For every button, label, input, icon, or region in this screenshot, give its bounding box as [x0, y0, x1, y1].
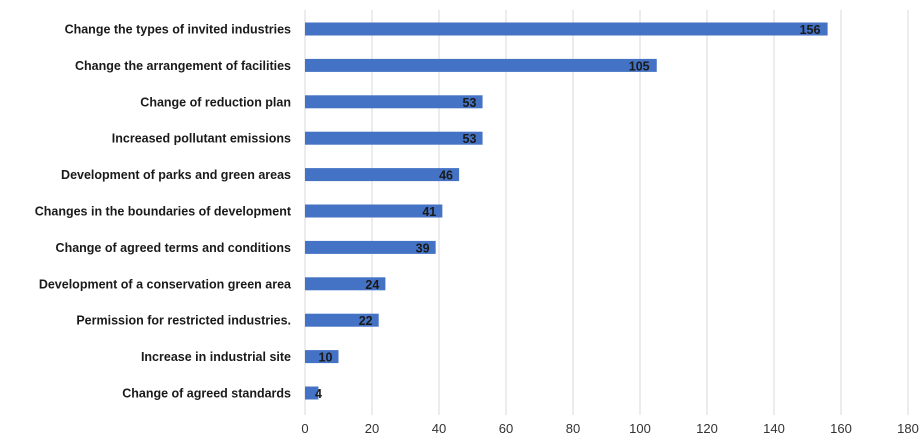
- category-labels: Change the types of invited industries Ch…: [35, 23, 292, 401]
- x-tick-label: 160: [830, 421, 852, 436]
- x-tick-label: 120: [696, 421, 718, 436]
- bar: [305, 204, 443, 218]
- data-label: 41: [422, 205, 436, 219]
- bar: [305, 131, 483, 145]
- category-label: Permission for restricted industries.: [76, 314, 291, 328]
- data-label: 10: [319, 351, 333, 365]
- bar: [305, 313, 379, 327]
- category-label: Change of reduction plan: [140, 95, 291, 109]
- bars: [305, 22, 828, 400]
- bar: [305, 386, 319, 400]
- x-tick-label: 100: [629, 421, 651, 436]
- category-label: Development of a conservation green area: [39, 277, 292, 291]
- category-label: Changes in the boundaries of development: [35, 205, 292, 219]
- data-labels: 156 105 53 53 46 41 39 24 22 10 4: [315, 23, 821, 401]
- bar: [305, 277, 386, 291]
- data-label: 24: [365, 278, 379, 292]
- bar: [305, 350, 339, 364]
- data-label: 39: [416, 241, 430, 255]
- bar: [305, 168, 460, 182]
- data-label: 46: [439, 169, 453, 183]
- x-tick-label: 60: [499, 421, 513, 436]
- category-label: Increase in industrial site: [141, 350, 291, 364]
- data-label: 4: [315, 387, 322, 401]
- category-label: Change of agreed standards: [122, 387, 291, 401]
- data-label: 156: [800, 23, 821, 37]
- x-tick-label: 40: [432, 421, 446, 436]
- bar: [305, 240, 436, 254]
- x-tick-label: 140: [763, 421, 785, 436]
- bar: [305, 95, 483, 109]
- x-tick-label: 180: [897, 421, 919, 436]
- data-label: 53: [463, 96, 477, 110]
- data-label: 22: [359, 314, 373, 328]
- category-label: Change of agreed terms and conditions: [56, 241, 291, 255]
- gridlines: [304, 10, 909, 415]
- category-label: Change the types of invited industries: [65, 23, 291, 37]
- category-label: Development of parks and green areas: [61, 168, 291, 182]
- x-tick-label: 20: [365, 421, 379, 436]
- x-tick-label: 0: [301, 421, 308, 436]
- category-label: Change the arrangement of facilities: [75, 59, 291, 73]
- bar: [305, 58, 657, 72]
- x-axis-ticks: 0 20 40 60 80 100 120 140 160 180: [301, 421, 918, 436]
- data-label: 53: [463, 132, 477, 146]
- data-label: 105: [629, 59, 650, 73]
- category-label: Increased pollutant emissions: [112, 132, 291, 146]
- x-tick-label: 80: [566, 421, 580, 436]
- bar: [305, 22, 828, 36]
